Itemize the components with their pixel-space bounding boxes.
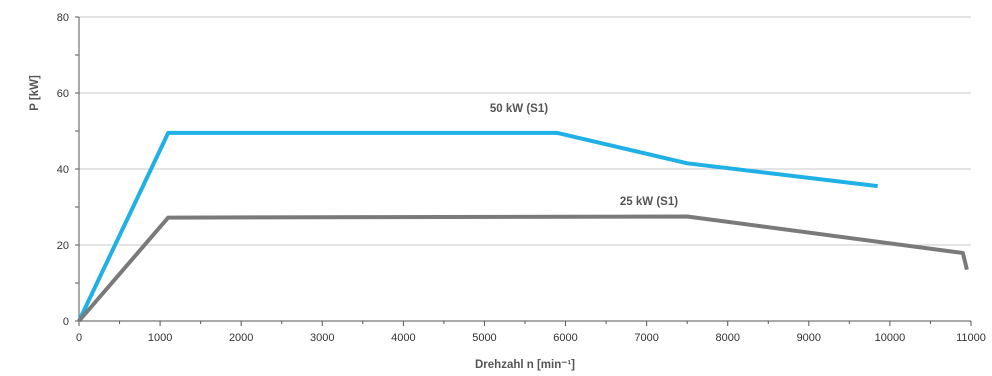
labels: 50 kW (S1) 25 kW (S1) Drehzahl n [min⁻¹]…	[29, 75, 678, 371]
x-tick-label: 6000	[553, 332, 577, 344]
series-label-25kw: 25 kW (S1)	[620, 196, 678, 208]
y-tick-label: 80	[57, 12, 69, 24]
series-label-50kw: 50 kW (S1)	[490, 103, 548, 115]
x-axis-title: Drehzahl n [min⁻¹]	[475, 359, 575, 371]
y-tick-label: 60	[57, 88, 69, 100]
x-tick-label: 0	[76, 332, 82, 344]
x-tick-label: 5000	[472, 332, 496, 344]
x-tick-label: 7000	[634, 332, 658, 344]
x-tick-label: 2000	[229, 332, 253, 344]
axes: 0 20 40 60 80 0 1000 2000 3000 4000 5000 6000 7000 80…	[57, 12, 986, 344]
y-axis-title: P [kW]	[29, 75, 41, 111]
y-tick-label: 0	[63, 316, 69, 328]
x-tick-label: 1000	[148, 332, 172, 344]
series-line-25kw	[77, 214, 969, 323]
y-tick-label: 20	[57, 240, 69, 252]
x-tick-label: 11000	[956, 332, 986, 344]
x-tick-label: 3000	[310, 332, 334, 344]
series-line-50kw	[77, 130, 878, 322]
x-tick-label: 4000	[391, 332, 415, 344]
gridlines	[79, 16, 971, 246]
series-lines	[77, 130, 969, 323]
x-tick-label: 9000	[797, 332, 821, 344]
x-tick-label: 10000	[875, 332, 906, 344]
x-tick-label: 8000	[715, 332, 739, 344]
y-tick-label: 40	[57, 164, 69, 176]
